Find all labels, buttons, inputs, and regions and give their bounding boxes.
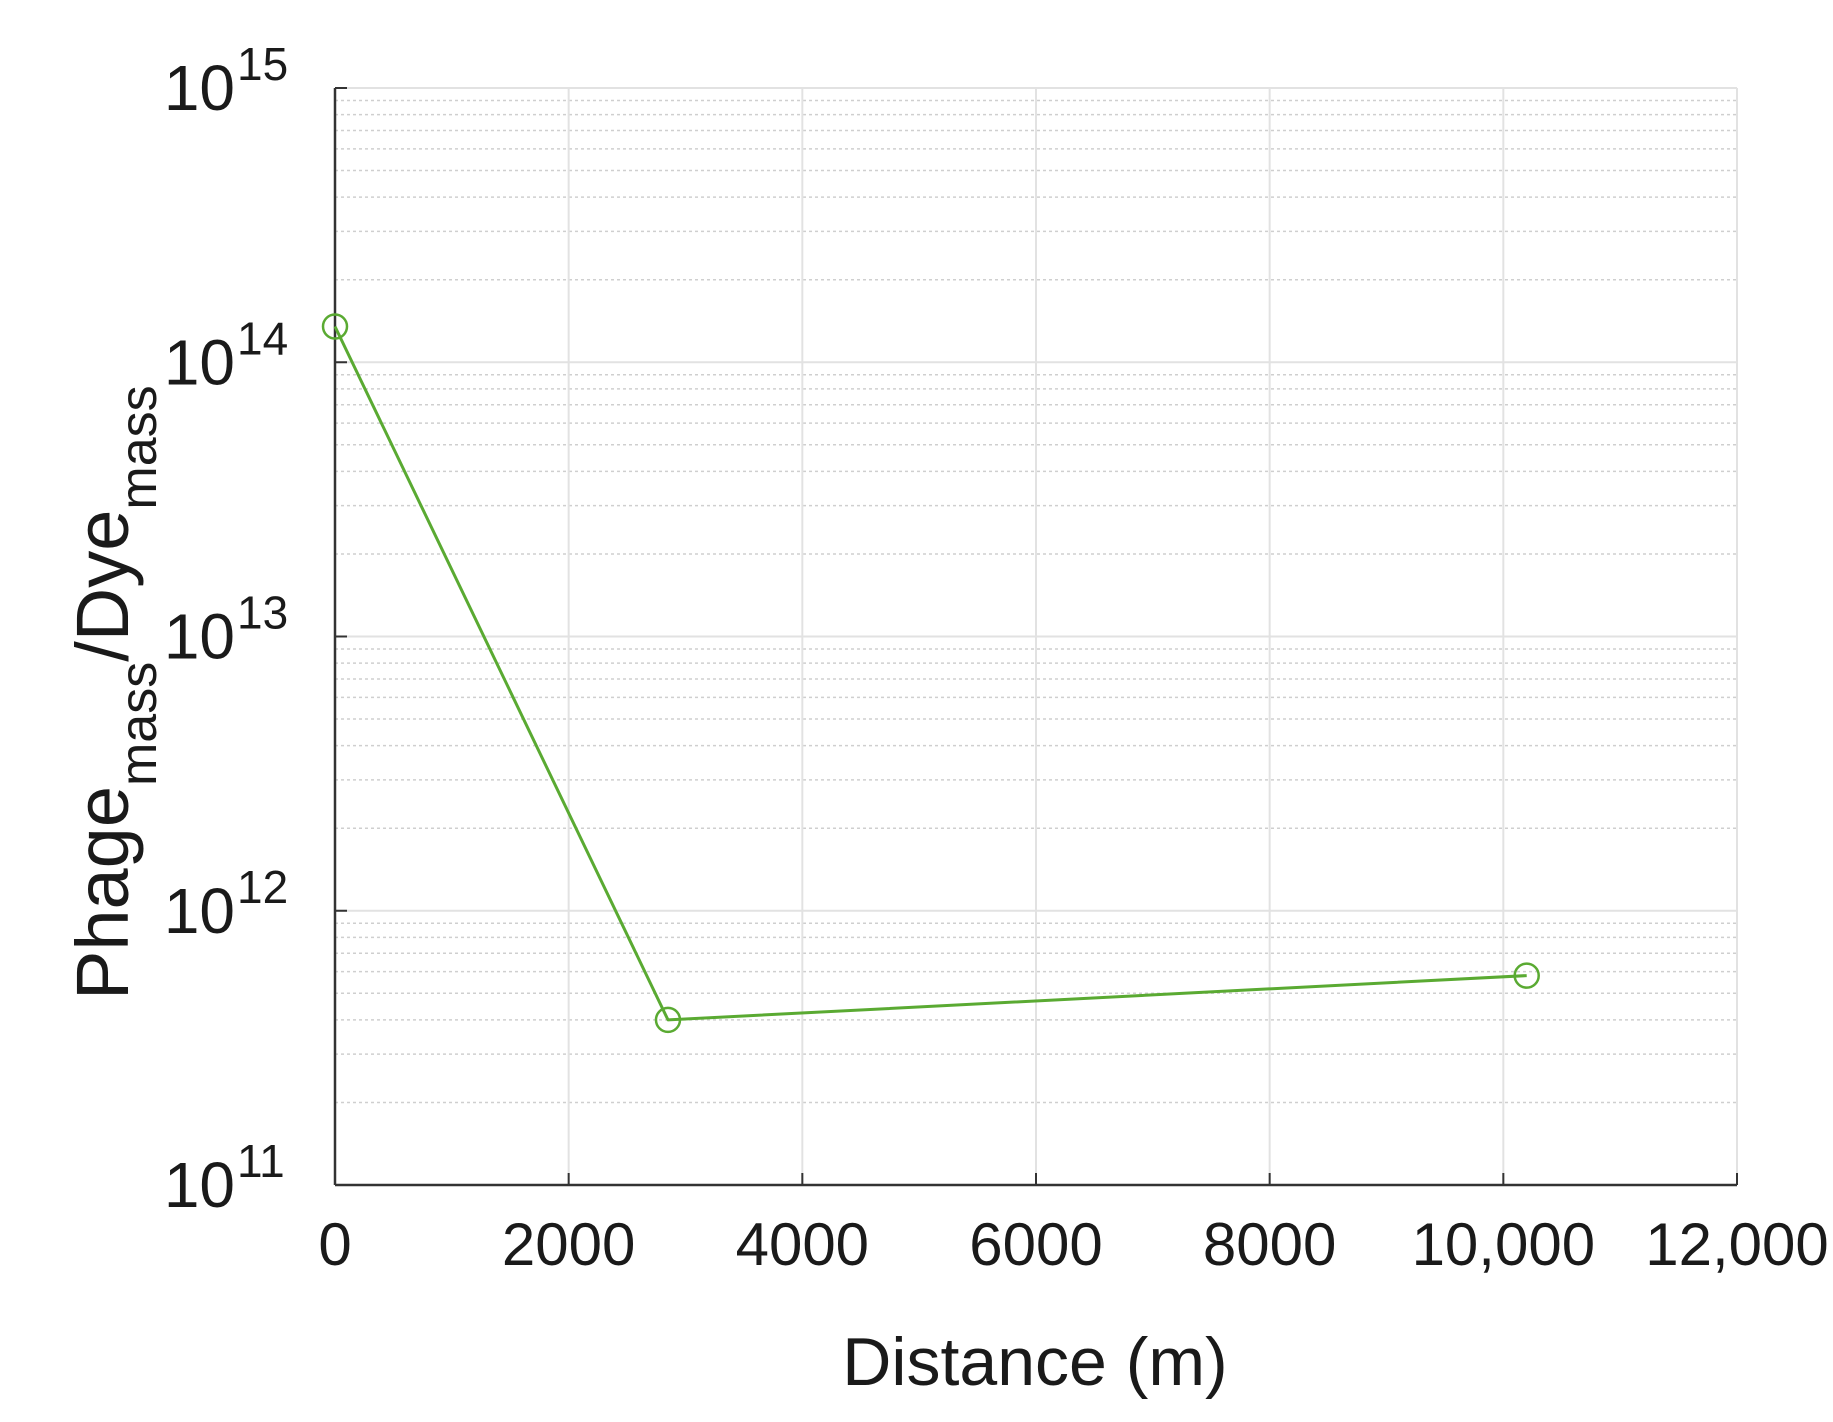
y-tick-label-exponent: 11 [237,1135,285,1187]
x-tick-label: 12,000 [1645,1211,1829,1278]
data-point-marker [1513,962,1540,989]
y-tick-label-exponent: 13 [237,587,288,639]
y-tick-label-base: 10 [164,601,235,673]
y-axis-title-main-2: /Dye [61,510,144,662]
data-point-marker [321,313,349,340]
y-tick-label-exponent: 15 [237,38,288,90]
y-tick-label-base: 10 [164,1149,235,1221]
y-tick-label-exponent: 12 [237,861,288,913]
y-tick-label-base: 10 [164,875,235,947]
x-tick-label: 2000 [502,1211,635,1278]
series-line [333,325,1527,1022]
x-tick-label: 6000 [969,1211,1102,1278]
x-axis-title: Distance (m) [842,1324,1227,1400]
y-axis-title-sub-1: mass [110,662,168,786]
y-axis-title-sub-2: mass [110,385,168,509]
y-tick-label: 10 [164,1149,235,1221]
x-tick-label: 4000 [736,1211,869,1278]
y-tick-label-base: 10 [164,326,235,398]
y-tick-label: 10 [164,601,235,673]
y-axis-title-main-1: Phage [61,786,144,1000]
y-tick-label-exponent: 14 [237,312,288,364]
y-tick-label-base: 10 [164,52,235,124]
x-tick-label: 8000 [1203,1211,1336,1278]
x-tick-label: 10,000 [1412,1211,1596,1278]
data-point-marker [654,1006,682,1034]
y-tick-label: 10 [164,875,235,947]
y-tick-label: 10 [164,326,235,398]
x-tick-label: 0 [318,1211,351,1278]
y-axis-title: Phagemass/Dyemass [61,385,168,1000]
data-series [321,313,1540,1034]
plot-axes [333,87,1738,1187]
y-tick-label: 10 [164,52,235,124]
x-axis-tick-labels: 0 2000 4000 6000 8000 10,000 12,000 [318,1211,1828,1278]
